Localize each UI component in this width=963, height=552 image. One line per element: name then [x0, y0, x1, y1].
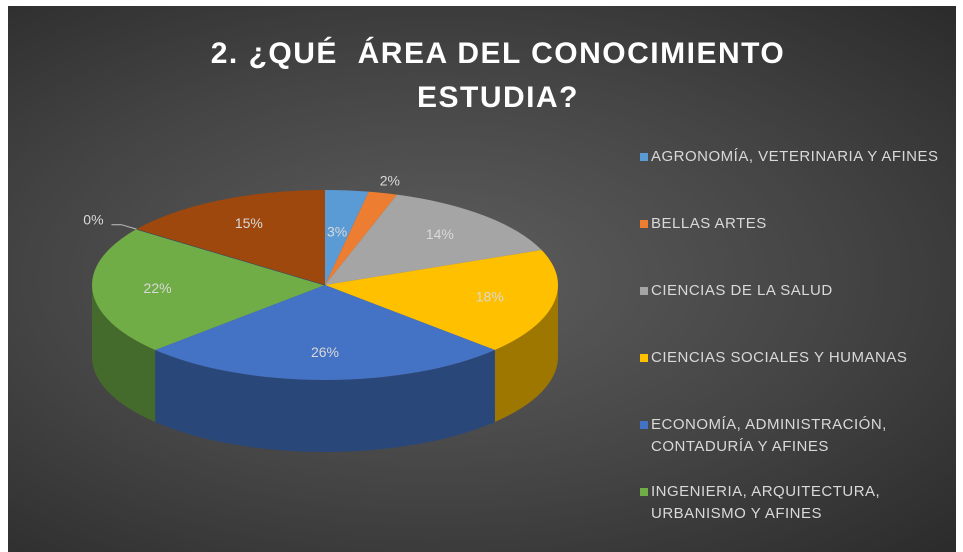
legend-label: AGRONOMÍA, VETERINARIA Y AFINES: [651, 148, 939, 165]
chart-title: 2. ¿QUÉ ÁREA DEL CONOCIMIENTO ESTUDIA?: [210, 37, 796, 114]
legend-swatch: [640, 488, 648, 496]
slice-side: [155, 350, 495, 452]
legend-swatch: [640, 287, 648, 295]
data-label: 15%: [235, 215, 263, 231]
data-label: 0%: [83, 211, 103, 227]
slice: [136, 190, 325, 285]
legend-swatch: [640, 354, 648, 362]
legend-swatch: [640, 220, 648, 228]
legend-swatch: [640, 421, 648, 429]
data-label: 2%: [380, 173, 400, 189]
legend-label: CIENCIAS DE LA SALUD: [651, 282, 833, 299]
slice: [325, 194, 542, 285]
data-label: 22%: [144, 280, 172, 296]
data-label: 3%: [327, 224, 347, 240]
slice: [155, 285, 495, 380]
legend-label: BELLAS ARTES: [651, 215, 767, 232]
data-label: 26%: [311, 344, 339, 360]
slice-side: [494, 285, 558, 423]
legend-item: INGENIERIA, ARQUITECTURA, URBANISMO Y AF…: [640, 481, 956, 548]
slice: [325, 190, 369, 285]
chart: 3% 2% 14% 18% 26% 22% 0% 15% 2. ¿QUÉ ÁREA DEL C…: [8, 6, 956, 552]
slice: [325, 191, 398, 285]
slice-side: [92, 285, 156, 423]
data-label: 14%: [426, 226, 454, 242]
leader-line: [111, 224, 137, 230]
legend-item: CIENCIAS SOCIALES Y HUMANAS: [640, 347, 956, 414]
legend-item: CIENCIAS DE LA SALUD: [640, 280, 956, 347]
legend-label: INGENIERIA, ARQUITECTURA, URBANISMO Y AF…: [651, 483, 881, 522]
pie-plot: 3% 2% 14% 18% 26% 22% 0% 15%: [83, 173, 558, 452]
legend-item: AGRONOMÍA, VETERINARIA Y AFINES: [640, 146, 956, 213]
data-label: 18%: [476, 289, 504, 305]
legend-label: CIENCIAS SOCIALES Y HUMANAS: [651, 349, 908, 366]
legend-swatch: [640, 153, 648, 161]
legend-label: ECONOMÍA, ADMINISTRACIÓN, CONTADURÍA Y A…: [651, 416, 887, 455]
slice: [91, 229, 325, 351]
legend: AGRONOMÍA, VETERINARIA Y AFINES BELLAS AR…: [640, 146, 956, 548]
legend-item: BELLAS ARTES: [640, 213, 956, 280]
legend-item: ECONOMÍA, ADMINISTRACIÓN, CONTADURÍA Y A…: [640, 414, 956, 481]
slice: [325, 250, 558, 351]
